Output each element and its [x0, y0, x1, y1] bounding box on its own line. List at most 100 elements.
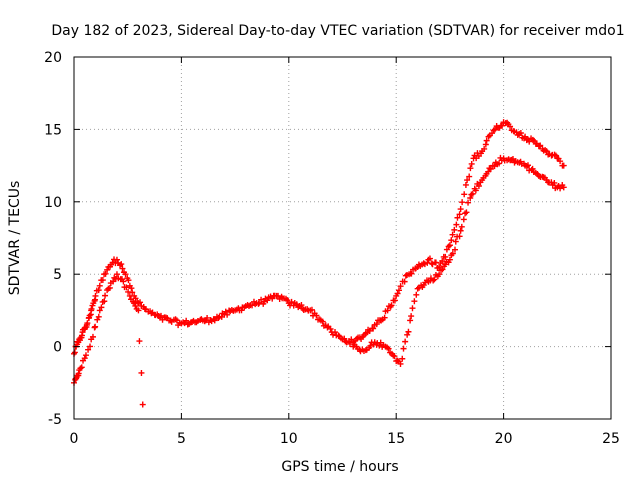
- data-point: [98, 304, 105, 311]
- data-point: [135, 307, 142, 314]
- data-point: [258, 296, 265, 303]
- data-point: [456, 233, 463, 240]
- data-point: [483, 137, 490, 144]
- data-point: [96, 282, 103, 289]
- data-point: [459, 199, 466, 206]
- x-axis-title: GPS time / hours: [281, 459, 398, 475]
- data-point: [99, 277, 106, 284]
- data-point: [522, 133, 529, 140]
- data-point: [445, 243, 452, 250]
- data-point: [215, 314, 222, 321]
- data-point: [487, 165, 494, 172]
- data-point: [86, 312, 93, 319]
- y-tick-label: 5: [53, 267, 62, 283]
- data-point: [507, 123, 514, 130]
- data-point: [104, 266, 111, 273]
- data-point: [256, 299, 263, 306]
- data-point: [249, 302, 256, 309]
- data-point: [454, 214, 461, 221]
- data-point: [131, 300, 138, 307]
- data-point: [346, 340, 353, 347]
- data-point: [407, 317, 414, 324]
- data-point: [397, 283, 404, 290]
- data-point: [557, 185, 564, 192]
- data-point: [394, 290, 401, 297]
- data-point: [439, 266, 446, 273]
- data-point: [96, 307, 103, 314]
- series-0: [71, 119, 567, 357]
- data-point: [457, 227, 464, 234]
- data-point: [92, 323, 99, 330]
- data-point: [446, 256, 453, 263]
- data-point: [408, 313, 415, 320]
- data-point: [404, 331, 411, 338]
- data-point: [551, 179, 558, 186]
- data-point: [102, 292, 109, 299]
- data-point: [71, 349, 78, 356]
- data-point: [543, 148, 550, 155]
- data-point: [138, 369, 145, 376]
- x-tick-label: 0: [70, 431, 79, 447]
- x-tick-label: 25: [602, 431, 620, 447]
- data-point: [529, 165, 536, 172]
- data-point: [183, 317, 190, 324]
- data-point: [456, 211, 463, 218]
- data-point: [467, 165, 474, 172]
- data-point: [119, 265, 126, 272]
- data-point: [458, 223, 465, 230]
- series-1: [71, 154, 567, 408]
- data-point: [460, 216, 467, 223]
- data-point: [118, 261, 125, 268]
- axis-ticks: 0 5 10 15 20 25 -5 0 5 10 15 20: [44, 50, 620, 447]
- data-point: [113, 271, 120, 278]
- y-axis-title: SDTVAR / TECUs: [7, 181, 23, 296]
- data-point: [319, 318, 326, 325]
- data-point: [148, 310, 155, 317]
- data-point: [485, 133, 492, 140]
- data-point: [158, 312, 165, 319]
- data-point: [204, 314, 211, 321]
- data-point: [401, 278, 408, 285]
- data-point: [537, 142, 544, 149]
- data-point: [211, 317, 218, 324]
- data-point: [457, 206, 464, 213]
- plot-frame: [73, 56, 612, 420]
- y-tick-label: -5: [48, 412, 62, 428]
- data-point: [123, 284, 130, 291]
- data-point: [466, 173, 473, 180]
- y-tick-label: 20: [44, 50, 62, 66]
- data-point: [397, 360, 404, 367]
- data-point: [430, 277, 437, 284]
- data-point: [394, 357, 401, 364]
- data-point: [126, 292, 133, 299]
- data-point: [85, 346, 92, 353]
- data-point: [84, 320, 91, 327]
- data-point: [467, 195, 474, 201]
- data-point: [373, 321, 380, 328]
- data-point: [449, 231, 456, 238]
- data-point: [81, 355, 88, 362]
- data-point: [120, 278, 127, 285]
- data-point: [472, 187, 479, 194]
- data-point: [388, 302, 395, 309]
- data-point: [560, 184, 567, 191]
- data-point: [288, 298, 295, 305]
- data-point: [517, 130, 524, 137]
- data-point: [106, 284, 113, 291]
- data-point: [136, 338, 143, 345]
- data-point: [385, 345, 392, 352]
- data-point: [78, 364, 85, 371]
- data-point: [391, 353, 398, 360]
- data-point: [125, 288, 132, 295]
- data-point: [313, 312, 320, 319]
- data-point: [453, 221, 460, 228]
- data-point: [402, 338, 409, 345]
- data-point: [275, 292, 282, 299]
- data-point: [95, 287, 102, 294]
- data-point: [399, 355, 406, 362]
- data-point: [436, 271, 443, 278]
- x-tick-label: 10: [280, 431, 298, 447]
- data-point: [443, 246, 450, 253]
- data-point: [82, 352, 89, 359]
- data-point: [113, 256, 120, 263]
